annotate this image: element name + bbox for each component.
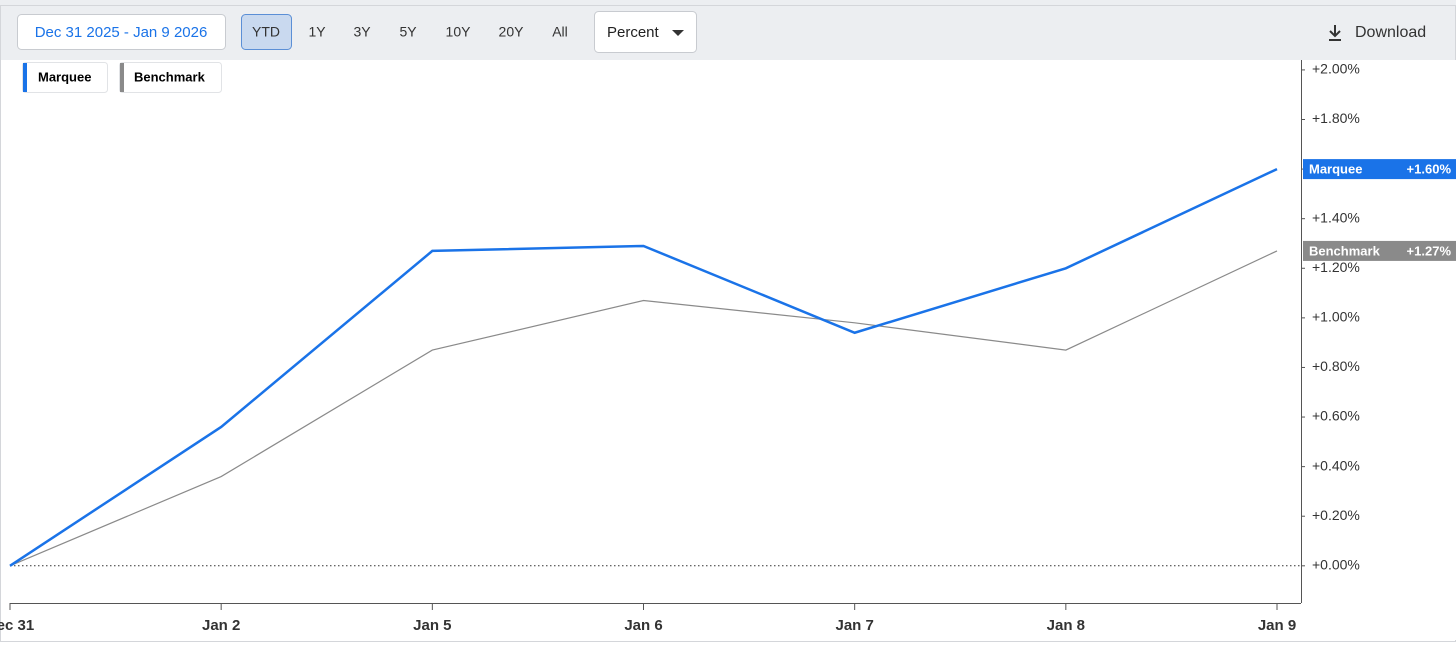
y-tick-label: +1.80%: [1312, 110, 1360, 126]
x-tick-label: Jan 6: [624, 617, 662, 634]
range-button-active[interactable]: [241, 14, 292, 50]
x-tick-label: Jan 9: [1258, 617, 1296, 634]
end-badge-value: +1.27%: [1407, 243, 1452, 258]
series-line: [9, 250, 1278, 567]
range-button[interactable]: 20Y: [499, 24, 525, 40]
x-tick-label: Jan 7: [835, 617, 873, 634]
range-button[interactable]: 3Y: [353, 24, 371, 40]
date-range-button[interactable]: Dec 31 2025 - Jan 9 2026: [17, 14, 226, 50]
x-tick-label: Jan 2: [202, 617, 240, 634]
legend-swatch: [23, 63, 27, 92]
x-tick-label: Jan 8: [1047, 617, 1085, 634]
range-button[interactable]: 5Y: [399, 24, 417, 40]
x-tick-label: Jan 5: [413, 617, 451, 634]
dropdown-caret: [672, 30, 684, 36]
legend-label[interactable]: Benchmark: [134, 69, 206, 84]
date-range[interactable]: Dec 31 2025 - Jan 9 2026: [35, 24, 208, 41]
y-tick-label: +2.00%: [1312, 61, 1360, 77]
y-tick-label: +0.60%: [1312, 408, 1360, 424]
range-button[interactable]: YTD: [252, 24, 280, 40]
download-button[interactable]: Download: [1329, 24, 1426, 41]
legend-item-box[interactable]: [119, 62, 222, 93]
y-tick-label: +1.40%: [1312, 209, 1360, 225]
end-badge: [1303, 159, 1456, 180]
legend: Marquee Benchmark: [22, 62, 222, 93]
y-tick-label: +0.20%: [1312, 507, 1360, 523]
end-badge-name: Benchmark: [1309, 243, 1381, 258]
range-button[interactable]: 10Y: [446, 24, 472, 40]
range-button[interactable]: 1Y: [308, 24, 326, 40]
mode-box[interactable]: [594, 11, 697, 53]
legend-item-box[interactable]: [22, 62, 108, 93]
y-tick-label: +0.80%: [1312, 358, 1360, 374]
y-tick-label: +1.20%: [1312, 259, 1360, 275]
end-badge-value: +1.60%: [1407, 162, 1452, 177]
series-line: [9, 167, 1278, 567]
y-tick-label: +1.00%: [1312, 309, 1360, 325]
mode-label[interactable]: Percent: [607, 24, 660, 41]
y-tick-label: +0.00%: [1312, 557, 1360, 573]
date-range-box[interactable]: [17, 14, 226, 50]
legend-label[interactable]: Marquee: [38, 69, 91, 84]
end-badge-name: Marquee: [1309, 162, 1362, 177]
chart-area: [10, 60, 1456, 640]
mode-dropdown[interactable]: Percent: [594, 11, 697, 53]
range-button[interactable]: All: [552, 24, 568, 40]
download-icon: [1329, 25, 1341, 41]
end-badge: [1303, 240, 1456, 261]
y-tick-label: +0.40%: [1312, 457, 1360, 473]
download-label[interactable]: Download: [1355, 24, 1426, 41]
legend-swatch: [120, 63, 124, 92]
x-tick-label: Dec 31: [0, 617, 34, 634]
